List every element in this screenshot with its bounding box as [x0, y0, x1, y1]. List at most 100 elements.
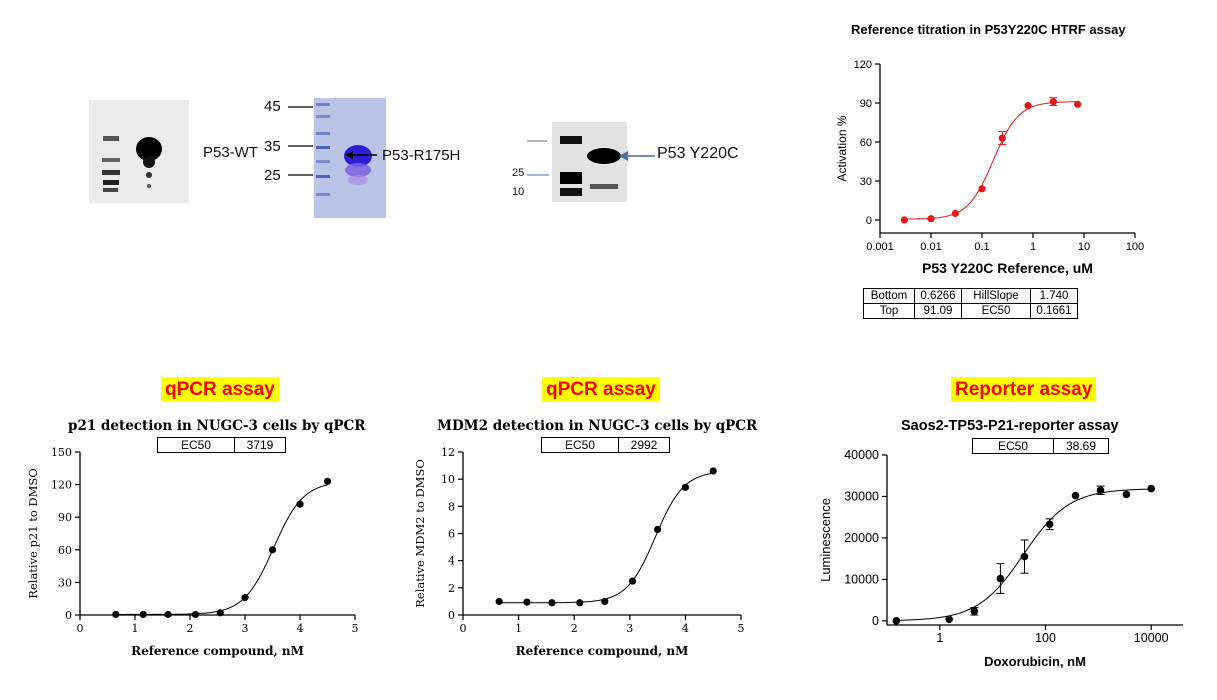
gel-y220c-image — [552, 122, 627, 202]
data-point — [1122, 490, 1131, 499]
param-row: Top 91.09 EC50 0.1661 — [863, 303, 1078, 319]
gel-r175h-marker-35: 35 — [264, 138, 281, 155]
fit-curve — [115, 484, 328, 615]
gel-y220c-svg — [552, 122, 627, 202]
x-tick-label: 1 — [1030, 241, 1036, 253]
y-tick-label: 6 — [448, 528, 455, 541]
x-tick-label: 3 — [626, 622, 633, 635]
data-point — [1024, 102, 1032, 110]
gel-y220c-marker-25: 25 — [512, 167, 525, 179]
y-tick-label: 60 — [58, 544, 72, 557]
x-tick-label: 2 — [571, 622, 578, 635]
y-axis-label: Activation % — [835, 115, 849, 181]
data-point — [139, 610, 147, 619]
x-tick-label: 0.1 — [974, 241, 989, 253]
y-tick-label: 30000 — [844, 489, 879, 503]
gel-r175h-svg — [288, 98, 386, 218]
param-cell: HillSlope — [961, 288, 1031, 304]
fit-curve — [904, 101, 1078, 220]
y-tick-label: 120 — [854, 59, 872, 71]
param-cell: EC50 — [961, 303, 1031, 319]
ec50-label: EC50 — [157, 437, 235, 453]
mdm2-chart-title: MDM2 detection in NUGC-3 cells by qPCR — [437, 418, 758, 434]
x-tick-label: 1 — [515, 622, 522, 635]
y-tick-label: 2 — [448, 582, 455, 595]
x-tick-label: 5 — [738, 622, 745, 635]
ec50-label: EC50 — [972, 438, 1054, 454]
y-tick-label: 30 — [58, 576, 72, 589]
y-tick-label: 8 — [448, 500, 455, 513]
y-tick-label: 0 — [866, 215, 872, 227]
data-point — [601, 597, 609, 606]
y-tick-label: 20000 — [844, 531, 879, 545]
data-point — [654, 525, 662, 534]
x-tick-label: 0.01 — [920, 241, 941, 253]
data-point — [1147, 484, 1155, 493]
y-tick-label: 90 — [860, 98, 872, 110]
ec50-value: 3719 — [234, 437, 286, 453]
p21-chart: 0 30 60 90 120 150 0 1 2 3 4 5 Reference compound, n… — [26, 446, 359, 658]
data-point — [241, 594, 249, 602]
ec50-row: EC50 38.69 — [972, 438, 1109, 454]
data-point — [927, 215, 935, 223]
data-point — [970, 607, 979, 616]
data-point — [900, 216, 908, 224]
htrf-chart: 0 30 60 90 120 0.001 0.01 0.1 1 10 100 P53 Y220C Re… — [835, 59, 1144, 276]
y-tick-label: 40000 — [844, 448, 879, 462]
p21-ec50-table: EC50 3719 — [157, 437, 286, 453]
x-tick-label: 10000 — [1134, 631, 1169, 645]
data-point — [1045, 520, 1054, 529]
data-point — [495, 597, 503, 606]
mdm2-ec50-table: EC50 2992 — [541, 437, 670, 453]
x-axis-label: Reference compound, nM — [516, 644, 689, 658]
ec50-value: 38.69 — [1053, 438, 1109, 454]
gel-y220c-marker-10: 10 — [512, 186, 525, 198]
data-point — [681, 483, 689, 491]
ec50-value: 2992 — [618, 437, 670, 453]
gel-r175h-label: P53-R175H — [382, 147, 461, 164]
y-tick-label: 120 — [51, 479, 72, 492]
reporter-banner: Reporter assay — [951, 377, 1097, 402]
x-tick-label: 2 — [187, 622, 194, 635]
y-tick-label: 90 — [58, 511, 72, 524]
data-point — [268, 546, 277, 554]
gel-y220c-label: P53 Y220C — [657, 145, 739, 162]
data-point — [1020, 552, 1029, 561]
data-point — [998, 134, 1006, 142]
y-tick-label: 4 — [448, 555, 455, 568]
fit-curve — [499, 472, 714, 604]
y-tick-label: 0 — [65, 609, 72, 622]
y-tick-label: 10000 — [844, 572, 879, 586]
x-tick-label: 100 — [1035, 631, 1056, 645]
y-tick-label: 150 — [51, 446, 72, 459]
gel-y220c-marker-lines — [527, 140, 549, 176]
data-point — [296, 500, 304, 508]
param-row: Bottom 0.6266 HillSlope 1.740 — [863, 288, 1078, 304]
x-tick-label: 4 — [682, 622, 689, 635]
y-tick-label: 60 — [860, 137, 872, 149]
param-cell: Bottom — [863, 288, 915, 304]
data-point — [1049, 98, 1057, 106]
gel-r175h-arrow — [345, 151, 377, 159]
y-tick-label: 12 — [441, 446, 455, 459]
ec50-label: EC50 — [541, 437, 619, 453]
p21-banner: qPCR assay — [161, 377, 279, 402]
data-point — [628, 577, 637, 585]
x-tick-label: 5 — [352, 622, 359, 635]
ec50-row: EC50 3719 — [157, 437, 286, 453]
x-tick-label: 3 — [242, 622, 249, 635]
gel-wt-image — [89, 100, 189, 203]
y-tick-label: 10 — [441, 473, 455, 486]
y-axis-label: Relative p21 to DMSO — [26, 468, 40, 598]
x-tick-label: 100 — [1126, 241, 1144, 253]
x-tick-label: 0 — [460, 622, 467, 635]
data-point — [323, 477, 332, 485]
data-point — [709, 467, 717, 475]
param-cell: 91.09 — [914, 303, 962, 319]
data-point — [216, 609, 224, 617]
x-tick-label: 0 — [77, 622, 84, 635]
reporter-ec50-table: EC50 38.69 — [972, 438, 1109, 454]
gel-r175h-marker-45: 45 — [264, 98, 281, 115]
gel-r175h-marker-25: 25 — [264, 167, 281, 184]
